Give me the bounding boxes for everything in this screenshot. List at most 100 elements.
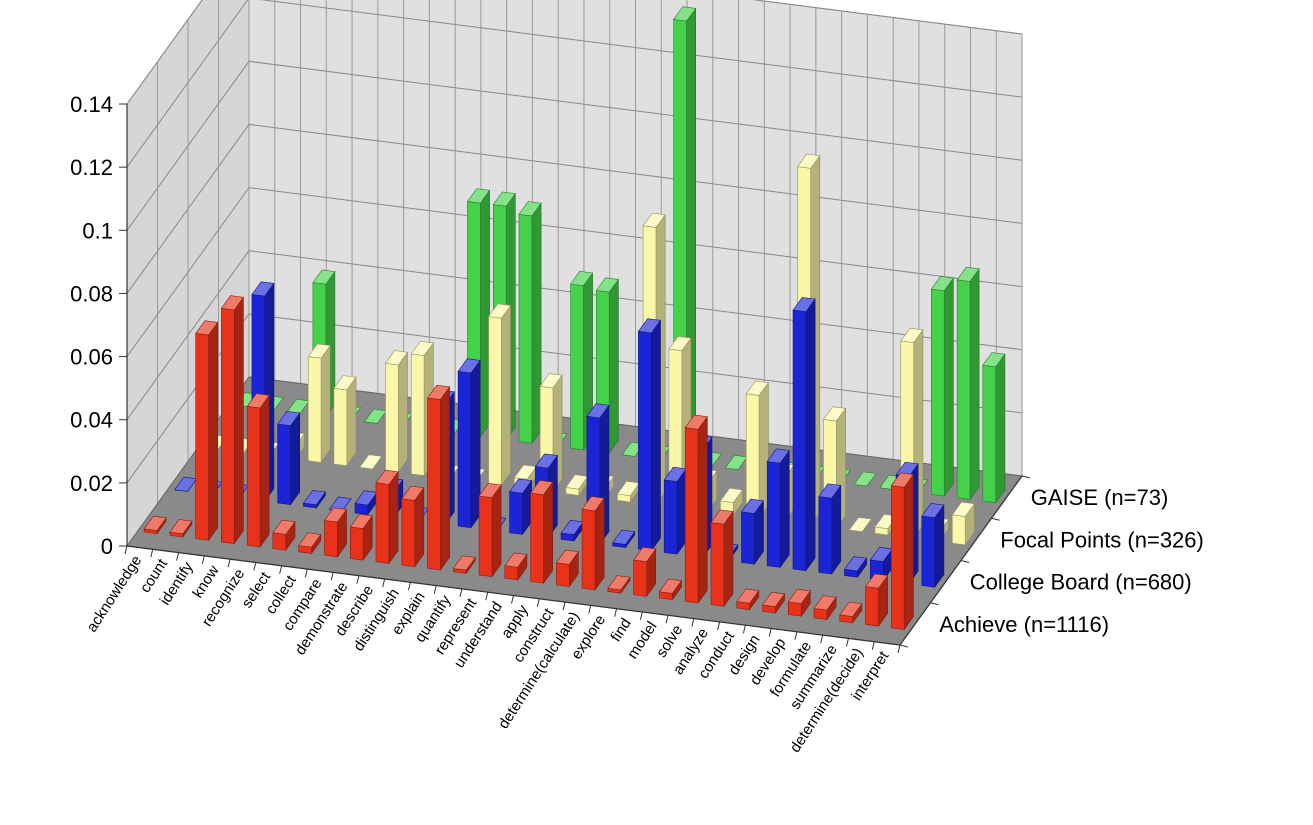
z-tick <box>899 644 909 648</box>
x-tick <box>253 562 257 571</box>
x-tick <box>639 611 643 621</box>
bar <box>277 411 301 506</box>
x-tick <box>717 621 721 631</box>
bar <box>843 556 868 579</box>
x-tick <box>871 641 875 650</box>
bar <box>853 471 877 487</box>
z-tick <box>1021 475 1031 479</box>
bar <box>195 320 219 542</box>
bar <box>143 515 167 535</box>
bar <box>570 270 594 451</box>
series-label: Achieve (n=1116) <box>939 612 1109 637</box>
bar <box>246 393 270 548</box>
x-tick <box>588 605 592 614</box>
z-tick <box>991 517 1000 521</box>
bar <box>530 480 554 585</box>
y-tick-label: 0.04 <box>70 408 113 433</box>
bar <box>581 496 605 591</box>
x-tick <box>124 545 128 555</box>
x-tick <box>820 634 824 644</box>
bar <box>956 266 980 501</box>
bar <box>766 448 790 569</box>
x-tick-label: acknowledge <box>83 553 145 636</box>
bar <box>761 591 786 614</box>
bar <box>787 588 811 618</box>
y-tick-label: 0.14 <box>70 92 113 117</box>
x-tick <box>150 549 154 558</box>
x-tick <box>897 644 901 654</box>
bar <box>323 507 348 558</box>
x-tick <box>691 618 695 627</box>
x-tick <box>562 601 566 611</box>
bar <box>865 573 889 628</box>
bar <box>169 519 193 538</box>
x-tick <box>201 555 205 565</box>
bar <box>982 352 1006 504</box>
x-tick <box>176 552 180 561</box>
bar <box>710 509 734 608</box>
bar <box>921 503 945 589</box>
bar <box>736 588 760 611</box>
bar <box>633 546 657 598</box>
x-tick <box>845 638 849 647</box>
z-tick <box>930 602 939 606</box>
x-tick <box>407 582 411 591</box>
x-tick <box>511 595 514 604</box>
bar <box>607 575 631 595</box>
z-tick <box>960 560 970 563</box>
bar <box>658 578 683 601</box>
bar <box>560 519 584 542</box>
bar <box>612 529 636 549</box>
bars <box>143 6 1006 631</box>
bar <box>272 519 296 552</box>
bar <box>457 358 481 529</box>
bar <box>616 480 640 503</box>
bar <box>637 318 662 552</box>
x-tick <box>665 615 669 624</box>
y-tick-label: 0.06 <box>70 345 113 370</box>
bar <box>401 485 425 568</box>
bar <box>951 501 975 546</box>
y-tick-label: 0.02 <box>70 471 113 496</box>
bar <box>298 532 322 555</box>
bar <box>349 513 373 562</box>
x-tick <box>614 608 618 617</box>
x-tick <box>330 572 334 581</box>
y-tick-label: 0 <box>101 534 113 559</box>
y-tick-label: 0.12 <box>70 155 113 180</box>
bar <box>745 380 769 520</box>
x-tick <box>536 598 540 607</box>
bar <box>930 276 954 497</box>
bar <box>509 478 533 536</box>
bar <box>839 601 863 624</box>
bar <box>792 297 816 572</box>
y-tick-label: 0.08 <box>70 281 113 306</box>
x-tick <box>304 568 308 578</box>
series-label: GAISE (n=73) <box>1031 485 1169 510</box>
bar <box>452 555 476 575</box>
bar <box>478 482 502 578</box>
bar <box>302 490 327 509</box>
bar <box>359 454 383 470</box>
x-tick <box>459 588 463 598</box>
bar <box>307 343 331 464</box>
bar <box>818 483 842 575</box>
x-tick <box>433 585 437 594</box>
bar <box>848 517 872 533</box>
series-label: Focal Points (n=326) <box>1000 527 1204 552</box>
x-tick <box>227 559 231 568</box>
x-tick <box>485 592 489 601</box>
x-tick <box>356 575 360 584</box>
bar <box>375 469 399 565</box>
x-tick <box>382 578 386 588</box>
bar <box>333 375 357 467</box>
bar <box>518 201 542 445</box>
bar <box>354 490 378 516</box>
bar <box>384 350 409 474</box>
bar <box>427 384 451 571</box>
x-tick-label: find <box>607 615 634 645</box>
x-tick <box>279 565 283 574</box>
bar <box>220 295 244 545</box>
bar <box>555 549 579 588</box>
